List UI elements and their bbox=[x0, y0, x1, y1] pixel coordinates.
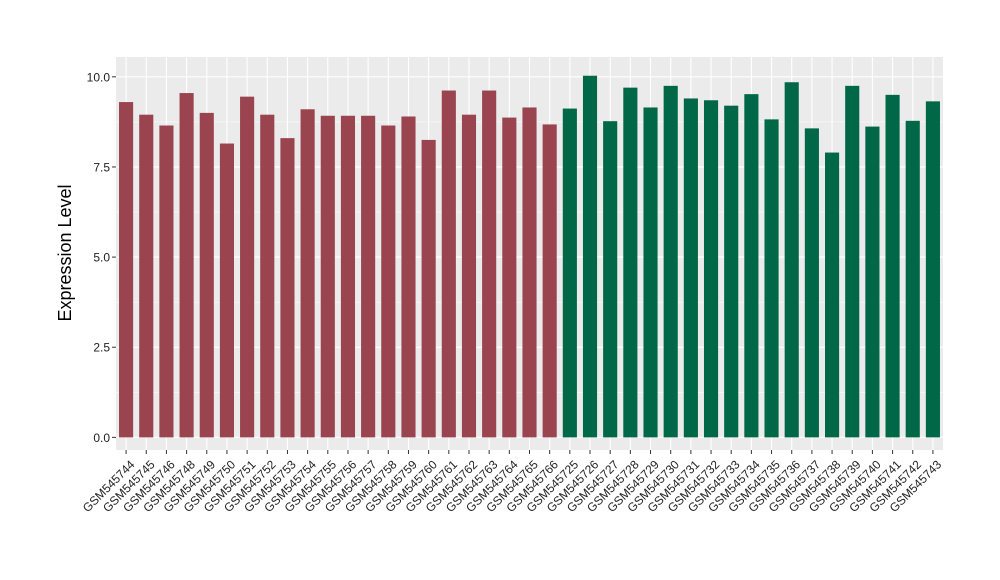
bar-GSM545738 bbox=[825, 152, 840, 438]
x-axis: GSM545744GSM545745GSM545746GSM545748GSM5… bbox=[80, 450, 944, 515]
bar-GSM545757 bbox=[361, 115, 376, 438]
bar-GSM545734 bbox=[744, 94, 759, 438]
bar-GSM545735 bbox=[764, 119, 779, 438]
bar-GSM545746 bbox=[159, 125, 174, 438]
bar-GSM545730 bbox=[663, 85, 678, 438]
bar-GSM545732 bbox=[703, 100, 719, 438]
bar-GSM545743 bbox=[925, 101, 940, 438]
bar-GSM545755 bbox=[320, 115, 335, 438]
bar-GSM545761 bbox=[441, 90, 456, 438]
bar-GSM545737 bbox=[804, 128, 819, 438]
bar-GSM545763 bbox=[482, 90, 497, 438]
bar-GSM545762 bbox=[461, 114, 477, 438]
bar-GSM545756 bbox=[340, 115, 356, 438]
bar-GSM545754 bbox=[300, 109, 315, 438]
bar-GSM545749 bbox=[199, 112, 214, 438]
bar-GSM545758 bbox=[381, 125, 396, 438]
y-axis-title: Expression Level bbox=[55, 184, 75, 321]
bar-GSM545741 bbox=[885, 94, 900, 438]
bar-GSM545753 bbox=[280, 138, 295, 438]
bar-GSM545726 bbox=[582, 75, 598, 438]
bar-GSM545764 bbox=[502, 117, 517, 438]
bar-GSM545744 bbox=[119, 102, 134, 438]
bar-GSM545742 bbox=[905, 120, 920, 438]
bar-GSM545736 bbox=[784, 82, 799, 438]
bar-GSM545739 bbox=[845, 85, 860, 438]
y-tick-label: 5.0 bbox=[93, 251, 110, 265]
bar-GSM545740 bbox=[865, 126, 880, 438]
bar-GSM545760 bbox=[421, 139, 436, 438]
y-tick-label: 7.5 bbox=[93, 160, 110, 174]
bar-GSM545748 bbox=[179, 93, 194, 438]
bar-GSM545759 bbox=[401, 116, 416, 438]
bar-GSM545745 bbox=[139, 114, 154, 438]
y-tick-label: 0.0 bbox=[93, 431, 110, 445]
bar-GSM545765 bbox=[522, 107, 537, 438]
bar-GSM545750 bbox=[219, 143, 234, 438]
bar-GSM545727 bbox=[603, 121, 618, 438]
bar-GSM545752 bbox=[260, 114, 275, 438]
y-tick-label: 10.0 bbox=[87, 70, 111, 84]
bars bbox=[119, 75, 940, 438]
bar-GSM545725 bbox=[562, 108, 577, 438]
bar-GSM545733 bbox=[724, 105, 739, 438]
bar-GSM545729 bbox=[643, 107, 658, 438]
bar-GSM545728 bbox=[623, 87, 638, 438]
bar-GSM545766 bbox=[542, 124, 557, 438]
bar-GSM545731 bbox=[683, 98, 698, 438]
bar-GSM545751 bbox=[240, 96, 255, 438]
y-axis: 0.0 2.5 5.0 7.5 10.0 bbox=[87, 70, 116, 445]
y-tick-label: 2.5 bbox=[93, 341, 110, 355]
